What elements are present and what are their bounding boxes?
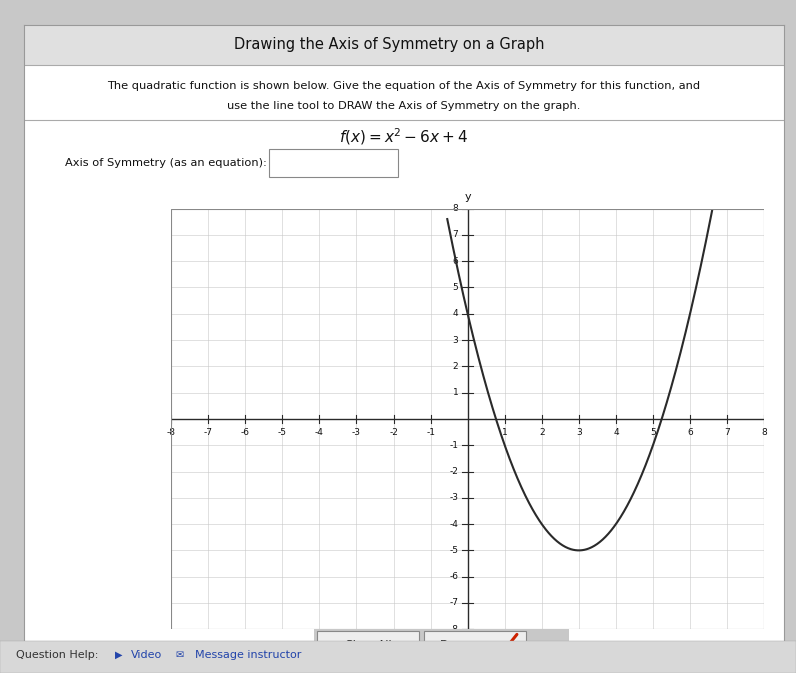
Text: 5: 5: [453, 283, 458, 292]
Text: -5: -5: [450, 546, 458, 555]
Text: 7: 7: [724, 428, 730, 437]
Text: -1: -1: [450, 441, 458, 450]
Text: 6: 6: [453, 256, 458, 266]
Text: -2: -2: [389, 428, 398, 437]
Text: -1: -1: [426, 428, 435, 437]
Text: 1: 1: [453, 388, 458, 397]
Text: 7: 7: [453, 230, 458, 240]
Text: 4: 4: [453, 310, 458, 318]
Text: Message instructor: Message instructor: [195, 650, 302, 660]
Text: 1: 1: [501, 428, 508, 437]
Text: The quadratic function is shown below. Give the equation of the Axis of Symmetry: The quadratic function is shown below. G…: [107, 81, 700, 92]
Text: -6: -6: [240, 428, 250, 437]
Text: -2: -2: [450, 467, 458, 476]
Text: $f(x) = x^2 - 6x + 4$: $f(x) = x^2 - 6x + 4$: [339, 127, 469, 147]
Text: Draw:: Draw:: [439, 640, 472, 649]
Text: ✉: ✉: [175, 650, 183, 660]
Text: -6: -6: [450, 572, 458, 581]
Text: 5: 5: [650, 428, 656, 437]
Text: 3: 3: [576, 428, 582, 437]
Text: -8: -8: [450, 625, 458, 634]
Text: Question Help:: Question Help:: [16, 650, 98, 660]
Text: -3: -3: [352, 428, 361, 437]
Text: 2: 2: [539, 428, 544, 437]
Text: y: y: [464, 192, 471, 202]
Text: -5: -5: [278, 428, 287, 437]
Text: 3: 3: [453, 336, 458, 345]
Text: Video: Video: [131, 650, 162, 660]
Text: 4: 4: [613, 428, 618, 437]
Text: Clear All: Clear All: [345, 640, 391, 649]
Text: 2: 2: [453, 362, 458, 371]
Text: ▶: ▶: [115, 650, 123, 660]
Text: -8: -8: [166, 428, 176, 437]
Text: -7: -7: [450, 598, 458, 608]
FancyBboxPatch shape: [424, 631, 526, 659]
Text: 6: 6: [687, 428, 693, 437]
Text: -4: -4: [315, 428, 324, 437]
Text: use the line tool to DRAW the Axis of Symmetry on the graph.: use the line tool to DRAW the Axis of Sy…: [228, 101, 580, 111]
Text: 8: 8: [453, 204, 458, 213]
Text: Drawing the Axis of Symmetry on a Graph: Drawing the Axis of Symmetry on a Graph: [233, 37, 544, 52]
FancyBboxPatch shape: [269, 149, 398, 177]
Text: -4: -4: [450, 520, 458, 528]
FancyBboxPatch shape: [317, 631, 419, 659]
Text: 8: 8: [761, 428, 767, 437]
Text: Axis of Symmetry (as an equation):: Axis of Symmetry (as an equation):: [65, 158, 267, 168]
Text: -3: -3: [450, 493, 458, 502]
Bar: [24, 25, 784, 65]
Text: -7: -7: [204, 428, 213, 437]
